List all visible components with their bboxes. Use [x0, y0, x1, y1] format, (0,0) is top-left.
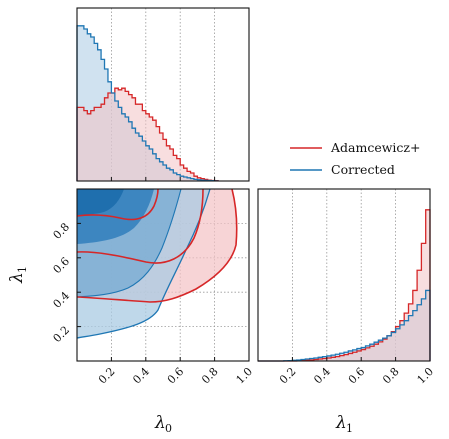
lambda0-tick-label-1.0: 1.0 [234, 365, 256, 387]
lambda1-left-tick-label-0.8: 0.8 [51, 220, 73, 242]
contour-adamcewicz-inner-line [77, 189, 159, 221]
hist-lambda1-frame [257, 188, 431, 362]
hist-lambda1-ticks [291, 357, 431, 361]
x-axis-label-lambda0: λ 0 [154, 413, 172, 435]
lambda0-tick-label-0.6: 0.6 [165, 365, 187, 387]
contour-corrected-outer-line [77, 189, 211, 339]
lambda1-left-tick-label-0.6: 0.6 [51, 255, 73, 277]
contour-corrected-core-fill [77, 189, 124, 215]
contour-panel: 0.2 0.4 0.6 0.8 1.0 0.2 0.4 0.6 0.8 [51, 188, 255, 387]
x-axis-label-symbol: λ [154, 413, 166, 433]
legend-label-corrected: Corrected [331, 162, 395, 177]
contour-adamcewicz-middle-line [77, 189, 204, 264]
lambda0-tick-label-0.2: 0.2 [96, 365, 118, 387]
hist-lambda0-adamcewicz-line [76, 87, 219, 182]
y-axis-label-subscript: 1 [16, 266, 29, 273]
lambda1-bottom-tick-label-0.4: 0.4 [311, 365, 333, 387]
contour-regions [77, 189, 238, 339]
lambda1-bottom-tick-label-0.8: 0.8 [380, 365, 402, 387]
contour-adamcewicz-outer-line [77, 189, 238, 303]
hist-lambda0-frame [76, 7, 250, 182]
lambda1-bottom-tick-label-1.0: 1.0 [415, 365, 437, 387]
contour-corrected-middle-line [77, 189, 182, 298]
legend: Adamcewicz+ Corrected [290, 140, 421, 177]
hist-lambda0-adamcewicz-fill [77, 88, 219, 181]
hist-lambda1-panel: 0.2 0.4 0.6 0.8 1.0 [257, 188, 436, 387]
lambda0-tick-labels: 0.2 0.4 0.6 0.8 1.0 [96, 365, 255, 387]
lambda0-tick-label-0.4: 0.4 [130, 365, 152, 387]
lambda1-left-tick-label-0.4: 0.4 [51, 289, 73, 311]
x-axis-label-lambda1: λ 1 [335, 413, 353, 435]
lambda1-left-tick-labels: 0.2 0.4 0.6 0.8 [51, 220, 73, 345]
y-axis-label-symbol: λ [7, 272, 27, 284]
legend-label-adamcewicz: Adamcewicz+ [330, 140, 421, 155]
lambda1-left-tick-label-0.2: 0.2 [51, 324, 73, 346]
lambda1-bottom-tick-label-0.2: 0.2 [277, 365, 299, 387]
hist-lambda1-grid [291, 189, 397, 361]
x-axis-label-subscript: 0 [165, 422, 172, 435]
lambda1-bottom-tick-labels: 0.2 0.4 0.6 0.8 1.0 [277, 365, 436, 387]
hist-lambda1-corrected-line [258, 289, 431, 362]
hist-lambda0-ticks [110, 177, 250, 181]
hist-lambda0-panel [76, 7, 250, 182]
hist-lambda0-corrected-line [76, 25, 219, 182]
lambda1-axis-label-subscript: 1 [346, 422, 353, 435]
y-axis-label-lambda1: λ 1 [7, 266, 29, 284]
lambda1-axis-label-symbol: λ [335, 413, 347, 433]
lambda1-bottom-tick-label-0.6: 0.6 [346, 365, 368, 387]
hist-lambda1-adamcewicz-fill [258, 209, 430, 361]
contour-ticks [77, 222, 250, 361]
contour-frame [76, 188, 250, 362]
lambda0-tick-label-0.8: 0.8 [199, 365, 221, 387]
